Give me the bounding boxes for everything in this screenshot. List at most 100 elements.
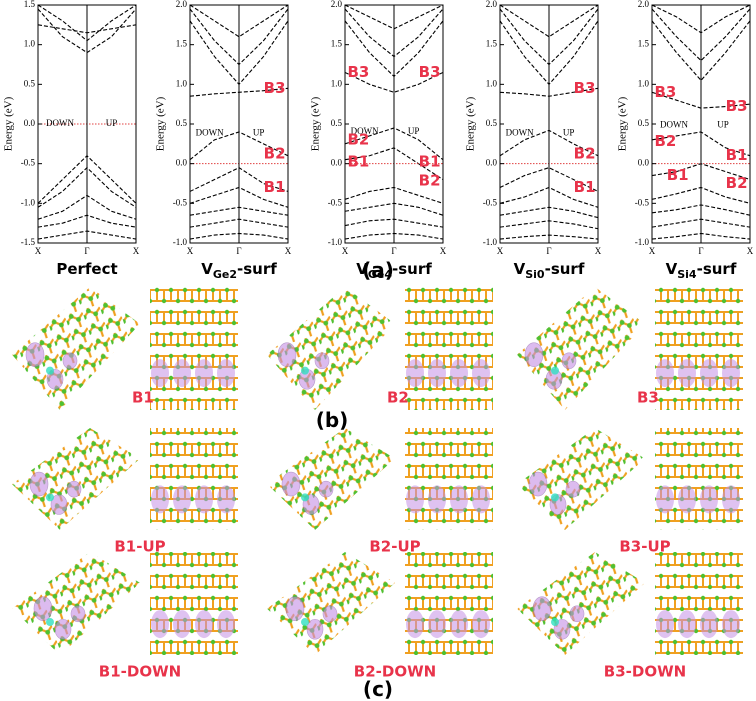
y-tick-label: 2.0 xyxy=(486,0,498,9)
y-tick-label: 1.0 xyxy=(331,78,343,88)
annotation: UP xyxy=(253,128,265,138)
annotation: B1 xyxy=(667,166,689,184)
orbital xyxy=(66,480,82,498)
orbital xyxy=(565,480,581,498)
y-tick-label: -1.5 xyxy=(21,237,36,247)
side-view xyxy=(405,287,493,410)
annotation: B1 xyxy=(347,153,369,171)
caption-main: V xyxy=(666,260,678,278)
band-line xyxy=(652,20,750,82)
side-orbital xyxy=(151,359,169,388)
y-tick-label: 1.0 xyxy=(24,39,36,49)
top-view xyxy=(12,287,140,410)
state-label: B3-UP xyxy=(619,538,670,556)
annotation: B3 xyxy=(574,79,596,97)
side-orbital xyxy=(217,610,235,639)
y-axis-title: Energy (eV) xyxy=(310,96,322,151)
y-tick-label: 1.5 xyxy=(638,39,650,49)
side-orbital xyxy=(656,359,674,388)
y-tick-label: -1.0 xyxy=(483,237,498,247)
orbital xyxy=(322,605,338,623)
orbital-core xyxy=(551,366,559,375)
orbital xyxy=(528,471,548,497)
x-tick-label: X xyxy=(649,246,656,256)
caption-main: V xyxy=(356,260,368,278)
band-line xyxy=(500,167,598,192)
x-tick-label: Γ xyxy=(236,246,241,256)
caption-main: Perfect xyxy=(56,260,117,278)
orbital xyxy=(306,618,324,640)
side-orbital xyxy=(428,485,446,514)
side-orbital xyxy=(195,359,213,388)
side-view xyxy=(405,552,493,655)
y-tick-label: 1.5 xyxy=(486,39,498,49)
annotation: DOWN xyxy=(46,118,74,128)
orbital xyxy=(62,352,78,370)
orbital xyxy=(318,480,334,498)
side-orbital xyxy=(472,610,490,639)
x-tick-label: Γ xyxy=(391,246,396,256)
y-tick-label: 0.0 xyxy=(638,158,650,168)
y-tick-label: 0.0 xyxy=(331,158,343,168)
y-tick-label: 0.5 xyxy=(24,78,36,88)
orbital xyxy=(524,342,544,367)
annotation: B3 xyxy=(264,79,286,97)
plot-frame xyxy=(344,4,444,244)
top-view xyxy=(12,428,140,530)
orbital-core xyxy=(46,366,54,375)
band-line xyxy=(652,8,750,62)
annotation: UP xyxy=(106,118,118,128)
y-tick-label: -1.0 xyxy=(635,237,650,247)
y-tick-label: 1.5 xyxy=(331,39,343,49)
y-tick-label: 0.5 xyxy=(486,118,498,128)
y-tick-label: 0.5 xyxy=(638,118,650,128)
side-view xyxy=(655,552,743,655)
side-orbital xyxy=(678,610,696,639)
band-line xyxy=(345,71,443,93)
x-tick-label: X xyxy=(747,246,754,256)
annotation: UP xyxy=(408,126,420,136)
orbital xyxy=(54,618,72,640)
band-line xyxy=(190,5,288,38)
orbital xyxy=(532,596,552,621)
orbital-core xyxy=(301,493,309,502)
annotation: B2 xyxy=(264,145,286,163)
annotation: DOWN xyxy=(506,128,534,138)
orbital xyxy=(281,471,301,497)
caption-main: V xyxy=(201,260,213,278)
side-view xyxy=(150,428,238,530)
side-orbital xyxy=(678,359,696,388)
annotation: B1 xyxy=(726,146,748,164)
figure-label: (c) xyxy=(363,677,393,701)
annotation: UP xyxy=(563,128,575,138)
caption-rest: -surf xyxy=(237,260,277,278)
side-orbital xyxy=(151,610,169,639)
side-orbital xyxy=(722,359,740,388)
orbital xyxy=(569,605,585,623)
y-axis-title: Energy (eV) xyxy=(465,96,477,151)
side-view xyxy=(150,287,238,410)
x-tick-label: X xyxy=(285,246,292,256)
y-tick-label: 1.0 xyxy=(176,78,188,88)
caption-main: V xyxy=(514,260,526,278)
side-orbital xyxy=(722,610,740,639)
orbital xyxy=(285,596,305,621)
orbital xyxy=(33,596,53,621)
y-tick-label: 1.5 xyxy=(176,39,188,49)
structure-group: B2-UP xyxy=(267,428,493,556)
plot-frame xyxy=(37,4,137,244)
band-line xyxy=(500,5,598,38)
side-orbital xyxy=(700,485,718,514)
orbital-core xyxy=(301,618,309,627)
side-orbital xyxy=(450,610,468,639)
structure-group: B2 xyxy=(267,287,493,410)
annotation: DOWN xyxy=(196,128,224,138)
annotation: B3 xyxy=(726,97,748,115)
side-orbital xyxy=(406,485,424,514)
annotation: UP xyxy=(717,120,729,130)
structure-group: B3 xyxy=(517,287,743,410)
side-orbital xyxy=(173,485,191,514)
state-label: B2 xyxy=(387,389,409,407)
side-orbital xyxy=(173,610,191,639)
x-tick-label: X xyxy=(35,246,42,256)
